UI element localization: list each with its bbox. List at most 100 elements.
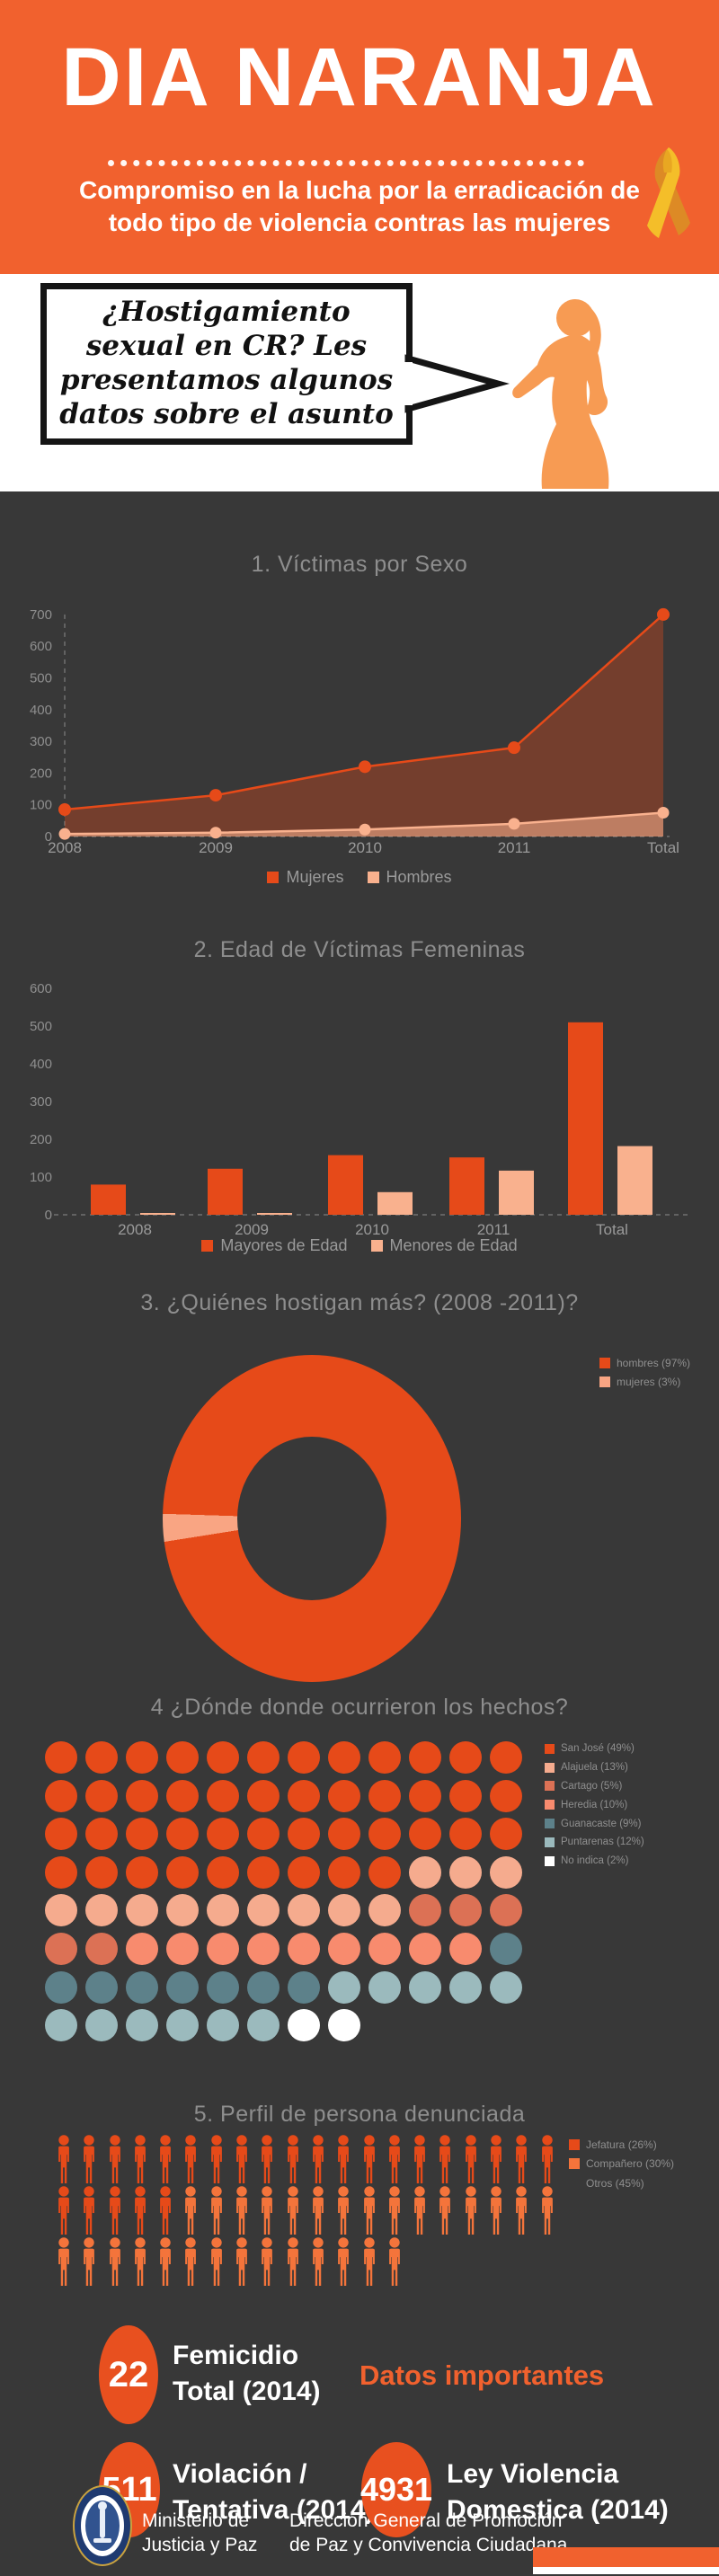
person-icon — [461, 2135, 481, 2184]
y-tick-label: 600 — [30, 981, 52, 996]
bar — [617, 1146, 652, 1215]
location-dot — [85, 1970, 118, 2004]
person-icon — [207, 2237, 226, 2287]
location-dot — [409, 1741, 441, 1774]
location-dot — [85, 1932, 118, 1965]
age-of-female-victims-bar-chart: 0 100 200 300 400 500 600 2008 2009 2010 2011 Total — [30, 981, 692, 1238]
person-icon — [181, 2186, 200, 2235]
location-dot — [207, 1855, 239, 1889]
person-icon — [385, 2135, 404, 2184]
location-dot — [288, 1779, 320, 1812]
data-point — [508, 741, 520, 755]
legend-swatch — [367, 872, 379, 883]
location-dot — [166, 1741, 199, 1774]
dot-row — [45, 1855, 522, 1889]
accused-profile-pictogram — [54, 2135, 557, 2288]
legend-label: Compañero (30%) — [586, 2157, 675, 2171]
location-dot — [126, 1855, 158, 1889]
legend-item: Guanacaste (9%) — [545, 1814, 644, 1833]
location-dot — [288, 1970, 320, 2004]
person-row — [54, 2237, 557, 2287]
person-icon — [537, 2186, 557, 2235]
person-icon — [360, 2135, 379, 2184]
legend-item: Puntarenas (12%) — [545, 1833, 644, 1852]
location-dot — [166, 2009, 199, 2042]
location-dot — [45, 1818, 77, 1851]
x-tick-label: 2010 — [348, 839, 382, 856]
location-dot — [328, 2009, 360, 2042]
y-tick-label: 400 — [30, 703, 52, 718]
legend-swatch — [545, 1762, 555, 1773]
location-dot — [166, 1970, 199, 2004]
location-dot — [45, 1894, 77, 1927]
y-tick-label: 200 — [30, 1132, 52, 1147]
location-dot — [166, 1855, 199, 1889]
legend-item: mujeres (3%) — [599, 1372, 690, 1391]
femicide-stat-circle: 22 — [99, 2325, 158, 2424]
person-icon — [130, 2135, 150, 2184]
legend-label: Otros (45%) — [586, 2176, 644, 2190]
location-dot — [449, 1894, 482, 1927]
location-dot — [207, 1932, 239, 1965]
location-dot — [166, 1894, 199, 1927]
person-icon — [130, 2186, 150, 2235]
person-icon — [385, 2237, 404, 2287]
person-icon — [257, 2186, 277, 2235]
legend-label: Mujeres — [286, 868, 344, 886]
legend-swatch — [545, 1855, 555, 1866]
location-dot — [126, 1970, 158, 2004]
data-point — [657, 607, 670, 621]
bar — [91, 1184, 126, 1215]
location-dot — [449, 1932, 482, 1965]
y-tick-label: 500 — [30, 1019, 52, 1034]
intro-band: ¿Hostigamiento sexual en CR? Les present… — [0, 274, 719, 761]
bar — [328, 1155, 363, 1215]
footer-white-bar — [533, 2567, 719, 2574]
location-dot — [45, 2009, 77, 2042]
y-tick-label: 0 — [45, 1208, 52, 1223]
bar — [208, 1168, 243, 1215]
dot-row — [45, 1894, 522, 1927]
legend-label: mujeres (3%) — [617, 1375, 681, 1388]
dot-row — [45, 1970, 522, 2004]
legend-label: Cartago (5%) — [561, 1780, 623, 1792]
dot-row — [45, 1932, 522, 1965]
location-dot — [247, 1818, 280, 1851]
legend-item: Heredia (10%) — [545, 1795, 644, 1814]
x-tick-label: 2011 — [477, 1221, 510, 1238]
location-dot — [207, 1741, 239, 1774]
location-dot — [126, 1932, 158, 1965]
location-dot — [288, 2009, 320, 2042]
person-icon — [410, 2186, 430, 2235]
x-tick-label: Total — [596, 1221, 628, 1238]
location-dot — [449, 1855, 482, 1889]
person-icon — [410, 2135, 430, 2184]
data-point — [657, 807, 670, 819]
location-dot — [126, 2009, 158, 2042]
person-icon — [511, 2135, 531, 2184]
y-tick-label: 100 — [30, 1170, 52, 1185]
location-dot — [45, 1970, 77, 2004]
person-icon — [486, 2186, 506, 2235]
bar — [140, 1213, 175, 1215]
person-icon — [105, 2135, 125, 2184]
subtitle-line-1: Compromiso en la lucha por la erradicaci… — [79, 176, 640, 204]
person-icon — [308, 2186, 328, 2235]
location-dot — [247, 1932, 280, 1965]
legend-swatch — [545, 1781, 555, 1792]
person-icon — [54, 2237, 74, 2287]
legend-swatch — [545, 1819, 555, 1829]
dot-row — [45, 1741, 522, 1774]
y-tick-label: 300 — [30, 734, 52, 749]
x-tick-label: 2010 — [355, 1221, 389, 1238]
legend-swatch — [545, 1743, 555, 1754]
legend-label: No indica (2%) — [561, 1855, 629, 1867]
person-icon — [308, 2135, 328, 2184]
location-dot — [328, 1741, 360, 1774]
ministry-seal-icon — [73, 2485, 132, 2566]
person-icon — [511, 2186, 531, 2235]
person-icon — [207, 2186, 226, 2235]
location-dot — [207, 1779, 239, 1812]
data-point — [58, 828, 71, 840]
y-tick-label: 600 — [30, 639, 52, 654]
